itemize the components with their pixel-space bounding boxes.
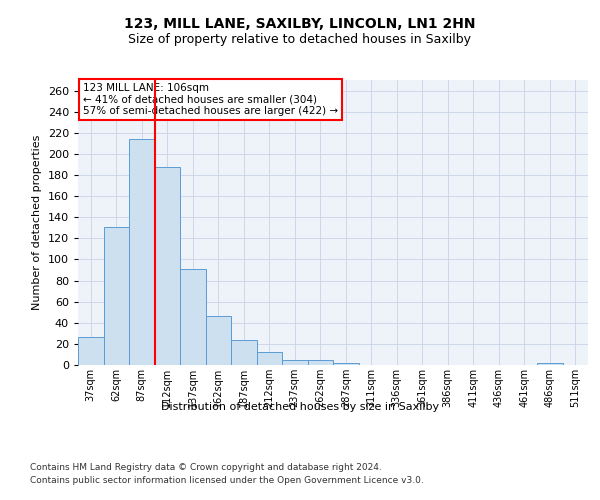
Text: Size of property relative to detached houses in Saxilby: Size of property relative to detached ho… (128, 32, 472, 46)
Bar (231, 340, 257, 365)
Bar (333, 363, 359, 365)
Bar (205, 316, 231, 365)
Bar (78, 336, 104, 365)
Bar (155, 166, 180, 365)
Bar (537, 363, 563, 365)
Bar (129, 139, 155, 365)
Y-axis label: Number of detached properties: Number of detached properties (32, 135, 42, 310)
Text: Contains HM Land Registry data © Crown copyright and database right 2024.: Contains HM Land Registry data © Crown c… (30, 462, 382, 471)
Bar (257, 352, 282, 365)
Text: 123, MILL LANE, SAXILBY, LINCOLN, LN1 2HN: 123, MILL LANE, SAXILBY, LINCOLN, LN1 2H… (124, 18, 476, 32)
Text: Contains public sector information licensed under the Open Government Licence v3: Contains public sector information licen… (30, 476, 424, 485)
Text: 123 MILL LANE: 106sqm
← 41% of detached houses are smaller (304)
57% of semi-det: 123 MILL LANE: 106sqm ← 41% of detached … (83, 83, 338, 116)
Bar (104, 226, 129, 365)
Bar (180, 269, 205, 365)
Bar (282, 360, 308, 365)
Bar (308, 360, 333, 365)
Text: Distribution of detached houses by size in Saxilby: Distribution of detached houses by size … (161, 402, 439, 412)
